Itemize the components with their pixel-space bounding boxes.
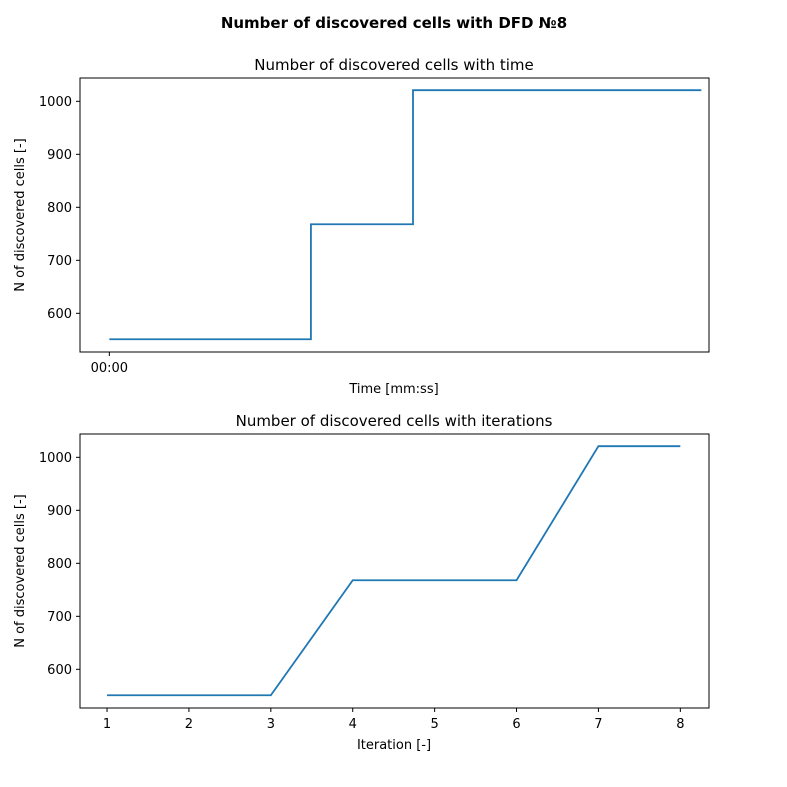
- iteration-chart-x-tick-label: 3: [267, 717, 275, 732]
- iteration-chart-y-axis-label: N of discovered cells [-]: [13, 494, 28, 648]
- iteration-chart-plot-area: [79, 433, 710, 709]
- iteration-chart: Number of discovered cells with iteratio…: [13, 412, 710, 753]
- iteration-chart-series-line: [107, 445, 681, 697]
- iteration-chart-title: Number of discovered cells with iteratio…: [236, 412, 553, 430]
- iteration-chart-x-tick-label: 6: [512, 717, 520, 732]
- time-chart-y-tick-label: 900: [47, 148, 72, 163]
- time-chart: Number of discovered cells with time 00:…: [13, 56, 710, 397]
- iteration-chart-y-tick-label: 700: [47, 610, 72, 625]
- time-chart-plot-area: [79, 77, 710, 353]
- iteration-chart-y-tick-label: 800: [47, 557, 72, 572]
- iteration-chart-y-tick-label: 1000: [39, 451, 72, 466]
- iteration-chart-x-tick-label: 1: [103, 717, 111, 732]
- iteration-chart-x-tick-label: 2: [185, 717, 193, 732]
- time-chart-y-ticks: 600 700 800 900 1000: [39, 95, 80, 322]
- iteration-chart-y-ticks: 600 700 800 900 1000: [39, 451, 80, 678]
- iteration-chart-x-tick-label: 5: [430, 717, 438, 732]
- iteration-chart-x-ticks: 1 2 3 4 5 6 7 8: [103, 708, 684, 732]
- time-chart-x-ticks: 00:00: [91, 352, 128, 376]
- time-chart-y-axis-label: N of discovered cells [-]: [13, 138, 28, 292]
- time-chart-y-tick-label: 700: [47, 254, 72, 269]
- iteration-chart-x-tick-label: 7: [594, 717, 602, 732]
- iteration-chart-x-tick-label: 4: [349, 717, 357, 732]
- time-chart-x-axis-label: Time [mm:ss]: [348, 382, 438, 397]
- time-chart-y-tick-label: 1000: [39, 95, 72, 110]
- time-chart-y-tick-label: 600: [47, 307, 72, 322]
- time-chart-x-tick-label: 00:00: [91, 361, 128, 376]
- time-chart-series-line: [109, 89, 702, 341]
- time-chart-title: Number of discovered cells with time: [254, 56, 534, 74]
- iteration-chart-y-tick-label: 600: [47, 663, 72, 678]
- iteration-chart-y-tick-label: 900: [47, 504, 72, 519]
- iteration-chart-x-axis-label: Iteration [-]: [357, 738, 431, 753]
- time-chart-y-tick-label: 800: [47, 201, 72, 216]
- figure-title: Number of discovered cells with DFD №8: [221, 14, 567, 32]
- iteration-chart-x-tick-label: 8: [676, 717, 684, 732]
